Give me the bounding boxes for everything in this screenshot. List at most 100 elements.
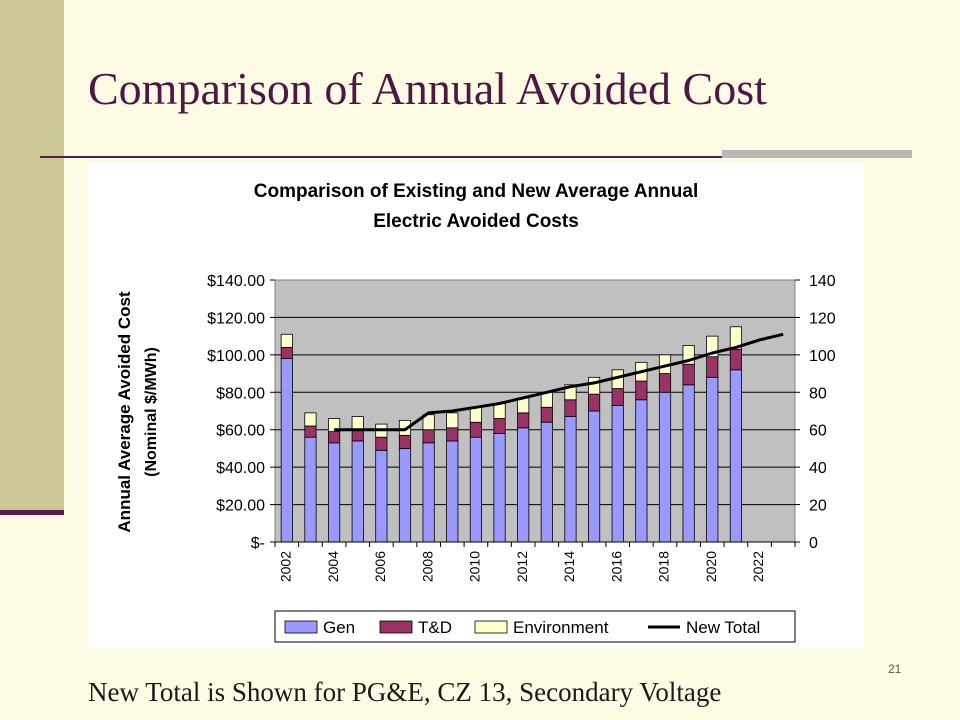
bar-gen-2016 [611, 404, 624, 543]
chart-panel: Comparison of Existing and New Average A… [88, 162, 864, 649]
x-axis-tick-label: 2002 [278, 551, 294, 582]
left-axis-tick-label: $60.00 [216, 423, 265, 440]
legend-swatch-gen [284, 620, 318, 634]
bar-gen-2006 [375, 449, 388, 543]
bar-environment-2003 [304, 412, 317, 427]
legend-box [274, 610, 796, 643]
x-axis-tick-label: 2010 [467, 551, 483, 582]
chart-title-line-2: Electric Avoided Costs [373, 211, 579, 232]
bar-environment-2020 [706, 335, 719, 358]
slide-title: Comparison of Annual Avoided Cost [88, 63, 767, 114]
bar-environment-2019 [682, 345, 695, 365]
legend-label-td: T&D [418, 618, 452, 637]
y-axis-title-line-2: (Nominal $/MWh) [143, 347, 160, 477]
bar-t-d-2009 [446, 427, 459, 442]
bar-gen-2007 [398, 448, 412, 543]
bar-gen-2010 [469, 436, 482, 543]
x-axis: 2002 2004 2006 2008 2010 2012 2014 2016 2018 2020… [274, 541, 796, 582]
bar-environment-2004 [328, 418, 341, 432]
chart-title-line-1: Comparison of Existing and New Average A… [254, 181, 698, 202]
bar-gen-2021 [729, 369, 742, 543]
bar-t-d-2003 [304, 425, 317, 438]
slide-caption: New Total is Shown for PG&E, CZ 13, Seco… [88, 677, 722, 707]
bar-environment-2005 [351, 416, 364, 431]
left-accent-bar [0, 0, 64, 512]
bar-gen-2005 [351, 440, 364, 543]
bar-t-d-2015 [588, 393, 601, 412]
x-axis-tick-label: 2014 [561, 551, 577, 582]
bar-environment-2010 [469, 406, 482, 423]
x-axis-tick-label: 2004 [325, 551, 341, 582]
right-axis-tick-label: 100 [809, 348, 836, 365]
bar-t-d-2019 [682, 363, 695, 386]
right-axis-tick-label: 120 [809, 310, 836, 327]
y-axis-title-line-1: Annual Average Avoided Cost [115, 291, 134, 533]
bar-gen-2008 [422, 442, 435, 543]
legend-swatch-td [379, 620, 413, 634]
bar-gen-2012 [517, 427, 530, 543]
title-underline [40, 156, 912, 158]
bar-environment-2007 [398, 419, 412, 436]
legend-swatch-environment [474, 620, 508, 634]
x-axis-tick-label: 2022 [750, 551, 766, 582]
bar-gen-2011 [493, 433, 506, 543]
right-axis-tick-label: 0 [809, 535, 818, 552]
left-axis-tick-label: $140.00 [207, 273, 265, 290]
bar-t-d-2010 [469, 421, 482, 438]
x-axis-tick-label: 2018 [656, 551, 672, 582]
left-axis-tick-label: $- [251, 535, 265, 552]
new-total-line-group [334, 332, 784, 432]
legend-label-environment: Environment [513, 618, 609, 637]
bar-environment-2011 [493, 403, 506, 419]
bar-t-d-2011 [493, 418, 506, 434]
bar-t-d-2007 [398, 434, 412, 449]
bar-t-d-2008 [422, 429, 435, 444]
right-axis-tick-label: 20 [809, 498, 827, 515]
bar-gen-2009 [446, 440, 459, 543]
right-axis-tick-label: 60 [809, 423, 827, 440]
bar-gen-2018 [658, 391, 672, 543]
right-axis-tick-labels: 0 20 40 60 80 100 120 140 [809, 273, 836, 552]
bar-t-d-2017 [635, 380, 648, 401]
avoided-cost-chart: Comparison of Existing and New Average A… [115, 181, 836, 643]
bar-t-d-2020 [706, 356, 719, 378]
right-axis-tick-label: 80 [809, 385, 827, 402]
new-total-line [334, 332, 784, 432]
x-axis-tick-label: 2020 [703, 551, 719, 582]
left-axis-tick-label: $120.00 [207, 310, 265, 327]
bar-t-d-2012 [517, 412, 530, 429]
left-axis-tick-label: $100.00 [207, 348, 265, 365]
left-axis-tick-label: $20.00 [216, 498, 265, 515]
legend: Gen T&D Environment New Total [274, 610, 796, 643]
slide-number: 21 [888, 662, 902, 676]
legend-label-gen: Gen [323, 618, 355, 637]
x-axis-tick-label: 2012 [514, 551, 530, 582]
bar-t-d-2021 [729, 348, 742, 371]
right-axis-tick-label: 140 [809, 273, 836, 290]
bar-t-d-2018 [658, 373, 672, 393]
bar-gen-2020 [706, 376, 719, 543]
bar-environment-2009 [446, 412, 459, 429]
bar-t-d-2005 [351, 429, 364, 442]
bar-environment-2014 [564, 384, 577, 401]
right-axis-tick-label: 40 [809, 460, 827, 477]
bar-gen-2002 [280, 358, 293, 543]
x-axis-tick-label: 2016 [608, 551, 624, 582]
bar-t-d-2004 [328, 431, 341, 444]
bar-gen-2015 [588, 410, 601, 543]
bar-environment-2015 [588, 376, 601, 395]
bar-t-d-2014 [564, 399, 577, 418]
bar-t-d-2002 [280, 346, 293, 360]
bar-gen-2013 [540, 421, 553, 543]
bar-gen-2019 [682, 384, 695, 543]
bar-environment-2002 [280, 333, 293, 348]
left-accent-rule [0, 510, 64, 515]
bar-t-d-2016 [611, 388, 624, 406]
left-axis-tick-labels: $- $20.00 $40.00 $60.00 $80.00 $100.00 $120.00… [207, 273, 265, 552]
bar-gen-2003 [304, 436, 317, 543]
bar-gen-2004 [328, 442, 341, 543]
legend-label-new-total: New Total [686, 618, 760, 637]
bar-t-d-2006 [375, 436, 388, 451]
left-axis-tick-label: $40.00 [216, 460, 265, 477]
bar-gen-2017 [635, 399, 648, 543]
